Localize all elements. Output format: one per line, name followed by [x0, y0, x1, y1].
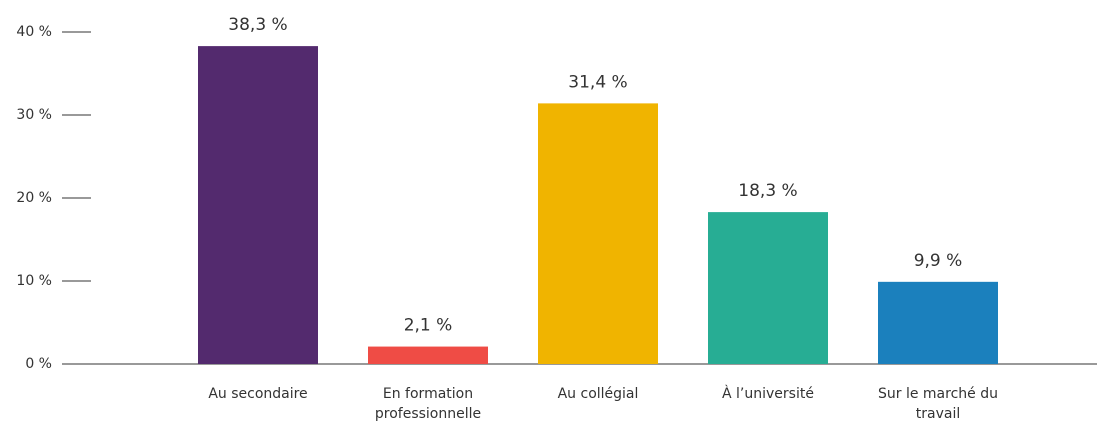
x-tick-label: Sur le marché du travail [878, 386, 998, 422]
y-tick-label: 30 % [16, 107, 52, 123]
bar [198, 46, 318, 365]
value-label: 38,3 % [228, 15, 287, 35]
x-tick-label: Au secondaire [208, 386, 308, 402]
y-tick-label: 10 % [16, 273, 52, 289]
y-tick-label: 0 % [25, 356, 52, 372]
x-tick-label: À l’université [722, 386, 814, 402]
x-tick-label: En formation professionnelle [374, 386, 482, 422]
y-tick-label: 20 % [16, 190, 52, 206]
value-label: 18,3 % [738, 181, 797, 201]
x-tick-label: Au collégial [557, 386, 639, 402]
bar [368, 346, 488, 364]
bar [878, 281, 998, 364]
value-label: 2,1 % [404, 316, 453, 336]
bar [708, 212, 828, 364]
value-label: 9,9 % [914, 251, 963, 271]
value-label: 31,4 % [568, 72, 627, 92]
bar [538, 103, 658, 364]
y-tick-label: 40 % [16, 24, 52, 40]
